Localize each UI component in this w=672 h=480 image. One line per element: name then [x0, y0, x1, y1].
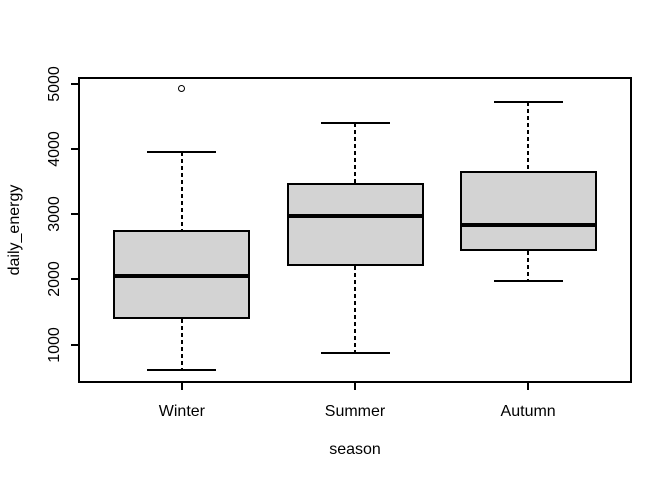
- outlier-point-winter: [177, 85, 185, 93]
- y-tick-label: 2000: [46, 261, 63, 298]
- lower-whisker-autumn: [527, 250, 530, 281]
- y-axis-tick: [71, 213, 78, 216]
- lower-whisker-winter: [180, 319, 183, 370]
- plot-frame: [78, 77, 632, 383]
- y-tick-label: 4000: [46, 131, 63, 168]
- box-summer: [286, 183, 424, 267]
- y-tick-label: 1000: [46, 326, 63, 363]
- upper-whisker-cap-winter: [147, 150, 217, 153]
- lower-whisker-cap-winter: [147, 368, 217, 371]
- x-tick-label-winter: Winter: [158, 403, 205, 420]
- y-axis-tick: [71, 343, 78, 346]
- y-axis-tick: [71, 148, 78, 151]
- y-tick-label: 5000: [46, 66, 63, 102]
- x-tick-label-autumn: Autumn: [500, 403, 556, 420]
- y-axis-title: daily_energy: [6, 184, 23, 276]
- median-line-winter: [113, 273, 251, 278]
- y-axis-tick: [71, 278, 78, 281]
- x-axis-title: season: [329, 441, 381, 458]
- x-axis-tick: [354, 383, 356, 390]
- lower-whisker-cap-autumn: [493, 279, 563, 282]
- lower-whisker-summer: [354, 266, 356, 354]
- box-autumn: [459, 170, 597, 251]
- upper-whisker-summer: [354, 123, 356, 184]
- x-axis-tick: [180, 383, 183, 390]
- median-line-summer: [286, 213, 424, 218]
- upper-whisker-autumn: [527, 101, 530, 171]
- x-axis-tick: [527, 383, 530, 390]
- upper-whisker-winter: [180, 151, 183, 230]
- y-tick-label: 3000: [46, 196, 63, 233]
- lower-whisker-cap-summer: [320, 352, 390, 355]
- y-axis-tick: [71, 83, 78, 86]
- upper-whisker-cap-autumn: [493, 100, 563, 103]
- upper-whisker-cap-summer: [320, 122, 390, 125]
- median-line-autumn: [459, 222, 597, 227]
- x-tick-label-summer: Summer: [324, 403, 386, 420]
